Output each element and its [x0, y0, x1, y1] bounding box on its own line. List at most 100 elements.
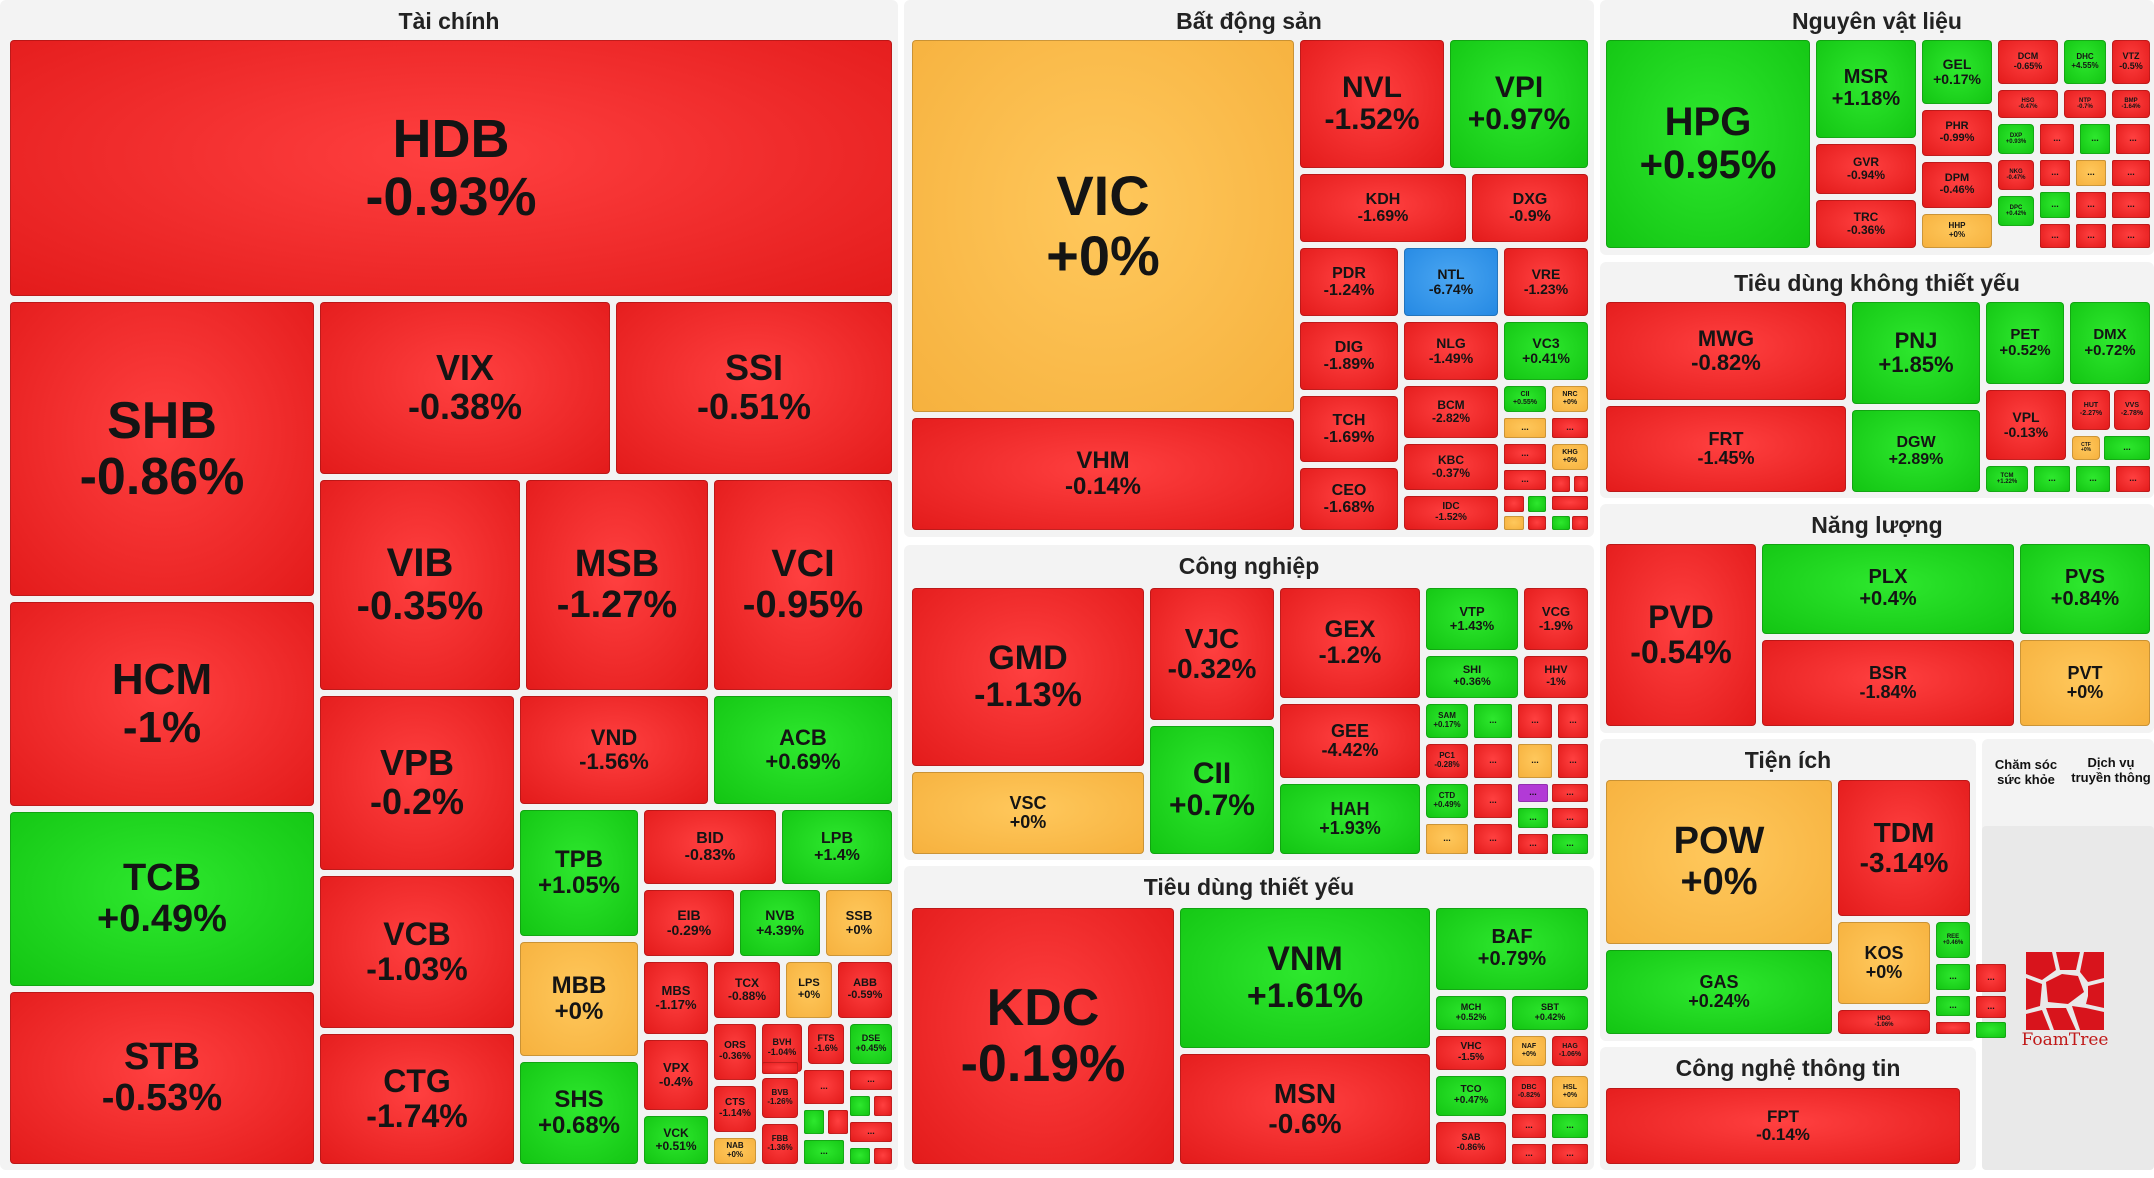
stock-tile-vib[interactable]: VIB -0.35%	[320, 480, 520, 690]
stock-tile-frt[interactable]: FRT -1.45%	[1606, 406, 1846, 492]
stock-tile-vcg[interactable]: VCG -1.9%	[1524, 588, 1588, 650]
overflow-tile[interactable]: ...	[850, 1070, 892, 1090]
overflow-tile[interactable]: ...	[1512, 1114, 1546, 1138]
stock-tile-vtz[interactable]: VTZ -0.5%	[2112, 40, 2150, 84]
stock-tile-gmd[interactable]: GMD -1.13%	[912, 588, 1144, 766]
overflow-tile[interactable]: ...	[1558, 744, 1588, 778]
stock-tile-ctd[interactable]: CTD +0.49%	[1426, 784, 1468, 818]
stock-tile-hut[interactable]: HUT -2.27%	[2072, 390, 2110, 430]
stock-tile-sab[interactable]: SAB -0.86%	[1436, 1122, 1506, 1164]
stock-tile-gel[interactable]: GEL +0.17%	[1922, 40, 1992, 104]
stock-tile-ntp[interactable]: NTP -0.7%	[2064, 90, 2106, 118]
stock-tile-nkg[interactable]: NKG -0.47%	[1998, 160, 2034, 190]
stock-tile-dmx[interactable]: DMX +0.72%	[2070, 302, 2150, 384]
overflow-tile[interactable]	[762, 1062, 798, 1074]
stock-tile-dhc[interactable]: DHC +4.55%	[2064, 40, 2106, 84]
stock-tile-bmp[interactable]: BMP -1.64%	[2112, 90, 2150, 118]
overflow-tile[interactable]: ...	[1936, 964, 1970, 990]
stock-tile-bvb[interactable]: BVB -1.26%	[762, 1078, 798, 1118]
stock-tile-ssb[interactable]: SSB +0%	[826, 890, 892, 956]
overflow-tile[interactable]: ...	[2040, 124, 2074, 154]
overflow-tile[interactable]	[828, 1110, 848, 1134]
stock-tile-vic[interactable]: VIC +0%	[912, 40, 1294, 412]
stock-tile-vnd[interactable]: VND -1.56%	[520, 696, 708, 804]
stock-tile-fbb[interactable]: FBB -1.36%	[762, 1124, 798, 1164]
stock-tile-nrc[interactable]: NRC +0%	[1552, 386, 1588, 412]
overflow-tile[interactable]: ...	[2112, 224, 2150, 248]
stock-tile-vci[interactable]: VCI -0.95%	[714, 480, 892, 690]
overflow-tile[interactable]: ...	[2040, 224, 2070, 248]
overflow-tile[interactable]	[850, 1148, 870, 1164]
stock-tile-vhm[interactable]: VHM -0.14%	[912, 418, 1294, 530]
stock-tile-ssi[interactable]: SSI -0.51%	[616, 302, 892, 474]
stock-tile-dxg[interactable]: DXG -0.9%	[1472, 174, 1588, 242]
overflow-tile[interactable]: ...	[2076, 224, 2106, 248]
stock-tile-shs[interactable]: SHS +0.68%	[520, 1062, 638, 1164]
stock-tile-gee[interactable]: GEE -4.42%	[1280, 704, 1420, 778]
stock-tile-ors[interactable]: ORS -0.36%	[714, 1024, 756, 1080]
stock-tile-cii[interactable]: CII +0.7%	[1150, 726, 1274, 854]
stock-tile-lpb[interactable]: LPB +1.4%	[782, 810, 892, 884]
stock-tile-ctg[interactable]: CTG -1.74%	[320, 1034, 514, 1164]
overflow-tile[interactable]	[1574, 476, 1588, 492]
stock-tile-hag[interactable]: HAG -1.06%	[1552, 1036, 1588, 1066]
stock-tile-sam[interactable]: SAM +0.17%	[1426, 704, 1468, 738]
stock-tile-nlg[interactable]: NLG -1.49%	[1404, 322, 1498, 380]
stock-tile-baf[interactable]: BAF +0.79%	[1436, 908, 1588, 990]
stock-tile-vpi[interactable]: VPI +0.97%	[1450, 40, 1588, 168]
overflow-tile[interactable]: ...	[1426, 824, 1468, 854]
stock-tile-hah[interactable]: HAH +1.93%	[1280, 784, 1420, 854]
stock-tile-pow[interactable]: POW +0%	[1606, 780, 1832, 944]
stock-tile-kos[interactable]: KOS +0%	[1838, 922, 1930, 1004]
stock-tile-dcm[interactable]: DCM -0.65%	[1998, 40, 2058, 84]
stock-tile-vix[interactable]: VIX -0.38%	[320, 302, 610, 474]
stock-tile-vsc[interactable]: VSC +0%	[912, 772, 1144, 854]
overflow-tile[interactable]: ...	[850, 1122, 892, 1142]
stock-tile-hhp[interactable]: HHP +0%	[1922, 214, 1992, 248]
overflow-tile[interactable]: ...	[1552, 1144, 1588, 1164]
overflow-tile[interactable]: ...	[1504, 470, 1546, 490]
stock-tile-tcx[interactable]: TCX -0.88%	[714, 962, 780, 1018]
overflow-tile[interactable]	[850, 1096, 870, 1116]
stock-tile-msr[interactable]: MSR +1.18%	[1816, 40, 1916, 138]
stock-tile-hdg[interactable]: HDG -1.06%	[1838, 1010, 1930, 1034]
stock-tile-dxp[interactable]: DXP +0.93%	[1998, 124, 2034, 154]
stock-tile-ree[interactable]: REE +0.46%	[1936, 922, 1970, 958]
stock-tile-vtp[interactable]: VTP +1.43%	[1426, 588, 1518, 650]
stock-tile-vck[interactable]: VCK +0.51%	[644, 1116, 708, 1164]
overflow-tile[interactable]	[1936, 1022, 1970, 1034]
stock-tile-bid[interactable]: BID -0.83%	[644, 810, 776, 884]
stock-tile-fpt[interactable]: FPT -0.14%	[1606, 1088, 1960, 1164]
stock-tile-phr[interactable]: PHR -0.99%	[1922, 110, 1992, 156]
stock-tile-kdh[interactable]: KDH -1.69%	[1300, 174, 1466, 242]
stock-tile-kbc[interactable]: KBC -0.37%	[1404, 444, 1498, 490]
stock-tile-stb[interactable]: STB -0.53%	[10, 992, 314, 1164]
stock-tile-nvb[interactable]: NVB +4.39%	[740, 890, 820, 956]
stock-tile-hpg[interactable]: HPG +0.95%	[1606, 40, 1810, 248]
stock-tile-vhc[interactable]: VHC -1.5%	[1436, 1036, 1506, 1070]
stock-tile-tcb[interactable]: TCB +0.49%	[10, 812, 314, 986]
overflow-tile[interactable]	[1552, 496, 1588, 510]
overflow-tile[interactable]: ...	[1976, 964, 2006, 992]
stock-tile-mbs[interactable]: MBS -1.17%	[644, 962, 708, 1034]
overflow-tile[interactable]: ...	[2034, 466, 2070, 492]
stock-tile-abb[interactable]: ABB -0.59%	[838, 962, 892, 1018]
overflow-tile[interactable]: ...	[1518, 784, 1548, 802]
overflow-tile[interactable]: ...	[1552, 784, 1588, 802]
overflow-tile[interactable]: ...	[1474, 824, 1512, 854]
stock-tile-gas[interactable]: GAS +0.24%	[1606, 950, 1832, 1034]
stock-tile-tco[interactable]: TCO +0.47%	[1436, 1076, 1506, 1116]
overflow-tile[interactable]	[1976, 1022, 2006, 1038]
overflow-tile[interactable]	[1528, 496, 1546, 512]
overflow-tile[interactable]	[804, 1110, 824, 1134]
stock-tile-vvs[interactable]: VVS -2.78%	[2114, 390, 2150, 430]
stock-tile-pdr[interactable]: PDR -1.24%	[1300, 248, 1398, 316]
overflow-tile[interactable]: ...	[1474, 784, 1512, 818]
stock-tile-dgw[interactable]: DGW +2.89%	[1852, 410, 1980, 492]
stock-tile-plx[interactable]: PLX +0.4%	[1762, 544, 2014, 634]
stock-tile-sbt[interactable]: SBT +0.42%	[1512, 996, 1588, 1030]
overflow-tile[interactable]: ...	[1474, 704, 1512, 738]
stock-tile-vpx[interactable]: VPX -0.4%	[644, 1040, 708, 1110]
overflow-tile[interactable]	[1572, 516, 1588, 530]
overflow-tile[interactable]: ...	[2112, 160, 2150, 186]
